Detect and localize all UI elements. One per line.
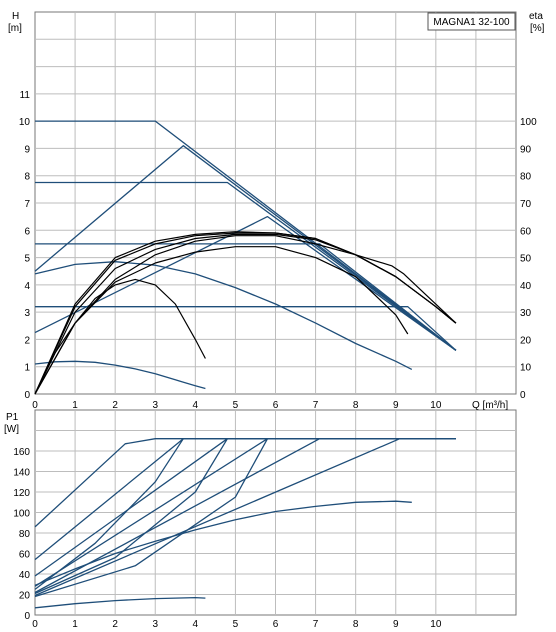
power-flow-tick-label: 5	[233, 619, 239, 630]
flow-tick-label: 4	[193, 400, 199, 411]
flow-tick-label: 1	[72, 400, 78, 411]
head-curve	[35, 243, 457, 351]
flow-tick-label: 0	[32, 400, 38, 411]
power-tick-label: 100	[13, 509, 30, 520]
chart-title: MAGNA1 32-100	[433, 17, 510, 28]
title-box	[427, 12, 516, 31]
head-curve	[35, 306, 457, 351]
head-curve	[34, 215, 457, 351]
power-axis-title-line2: [W]	[4, 424, 19, 435]
efficiency-axis-title-line2: [%]	[530, 23, 545, 34]
power-curve	[34, 596, 206, 609]
power-flow-tick-label: 7	[313, 619, 319, 630]
power-curve	[34, 438, 184, 590]
power-tick-label: 140	[13, 468, 30, 479]
head-tick-label: 5	[24, 254, 30, 265]
head-tick-label: 2	[24, 335, 30, 346]
head-curve	[35, 181, 457, 351]
flow-tick-label: 10	[430, 400, 442, 411]
efficiency-tick-label: 40	[520, 281, 532, 292]
power-tick-label: 0	[24, 611, 30, 622]
head-tick-label: 3	[24, 308, 30, 319]
efficiency-tick-label: 100	[520, 117, 537, 128]
flow-tick-label: 2	[112, 400, 118, 411]
efficiency-curve	[34, 278, 206, 395]
flow-tick-label: 8	[353, 400, 359, 411]
head-curve	[34, 360, 206, 390]
head-tick-label: 0	[24, 390, 30, 401]
head-curve	[35, 120, 457, 351]
power-curve	[34, 438, 228, 595]
curves	[34, 120, 457, 609]
power-flow-tick-label: 4	[193, 619, 199, 630]
flow-tick-label: 3	[152, 400, 158, 411]
power-tick-label: 160	[13, 447, 30, 458]
efficiency-tick-label: 20	[520, 335, 532, 346]
efficiency-curve	[34, 235, 457, 395]
head-axis-title-line2: [m]	[8, 23, 22, 34]
efficiency-tick-label: 70	[520, 199, 532, 210]
head-curve	[34, 261, 413, 370]
flow-axis-title: Q [m³/h]	[472, 400, 508, 411]
power-flow-tick-label: 8	[353, 619, 359, 630]
power-flow-tick-label: 6	[273, 619, 279, 630]
efficiency-axis-title-line1: eta	[529, 11, 543, 22]
head-tick-label: 10	[19, 117, 31, 128]
head-curve	[34, 145, 457, 351]
head-tick-label: 6	[24, 226, 30, 237]
power-flow-tick-label: 2	[112, 619, 118, 630]
power-flow-tick-label: 1	[72, 619, 78, 630]
power-tick-label: 40	[19, 570, 31, 581]
power-flow-tick-label: 0	[32, 619, 38, 630]
efficiency-curve	[34, 246, 409, 395]
efficiency-tick-label: 10	[520, 363, 532, 374]
flow-tick-label: 9	[393, 400, 399, 411]
head-tick-label: 1	[24, 363, 30, 374]
head-tick-label: 7	[24, 199, 30, 210]
power-curve	[34, 438, 269, 598]
efficiency-tick-label: 90	[520, 144, 532, 155]
efficiency-curve	[34, 231, 457, 395]
efficiency-tick-label: 0	[520, 390, 526, 401]
efficiency-tick-label: 50	[520, 254, 532, 265]
flow-tick-label: 5	[233, 400, 239, 411]
power-axis-title-line1: P1	[6, 412, 19, 423]
power-tick-label: 60	[19, 550, 31, 561]
head-tick-label: 8	[24, 172, 30, 183]
power-tick-label: 20	[19, 591, 31, 602]
power-flow-tick-label: 9	[393, 619, 399, 630]
head-tick-label: 4	[24, 281, 30, 292]
head-tick-label: 9	[24, 144, 30, 155]
power-flow-tick-label: 3	[152, 619, 158, 630]
power-curve	[34, 438, 456, 597]
head-axis-title-line1: H	[12, 11, 19, 22]
efficiency-tick-label: 30	[520, 308, 532, 319]
power-flow-tick-label: 10	[430, 619, 442, 630]
efficiency-tick-label: 60	[520, 226, 532, 237]
flow-tick-label: 6	[273, 400, 279, 411]
efficiency-tick-label: 80	[520, 172, 532, 183]
head-tick-label: 11	[20, 90, 31, 101]
power-curve	[34, 500, 412, 586]
power-tick-label: 120	[13, 488, 30, 499]
flow-tick-label: 7	[313, 400, 319, 411]
power-tick-label: 80	[19, 529, 31, 540]
